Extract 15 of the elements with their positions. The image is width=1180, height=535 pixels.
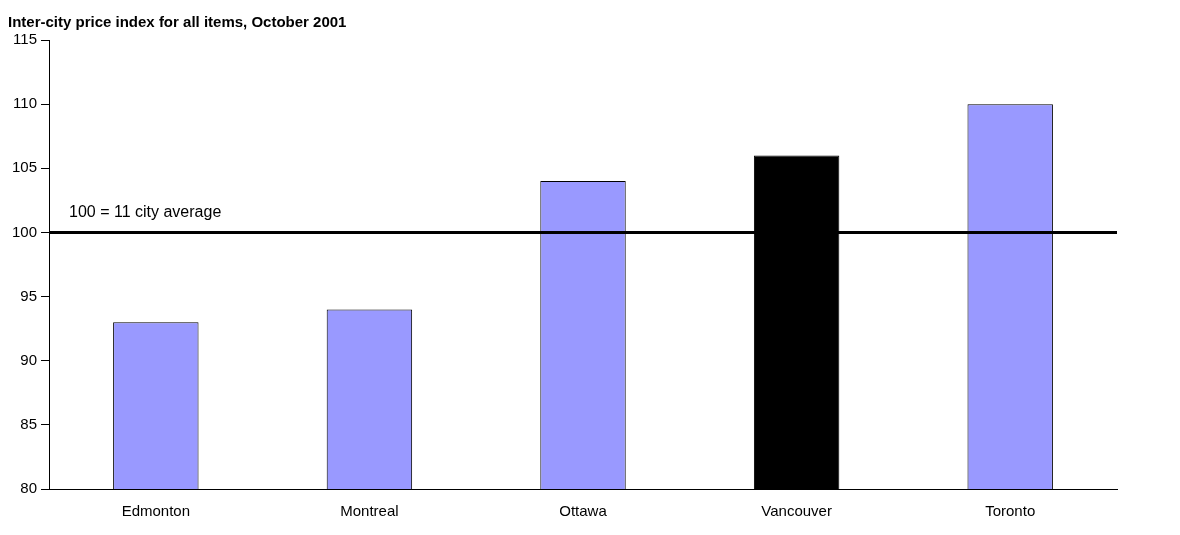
y-tick-label: 110 <box>13 94 38 112</box>
chart-title: Inter-city price index for all items, October 2001 <box>8 13 347 31</box>
y-tick-label: 80 <box>20 479 38 497</box>
x-tick-label: Ottawa <box>559 502 608 520</box>
x-tick-label: Montreal <box>340 502 399 520</box>
y-tick-label: 85 <box>20 415 38 432</box>
x-tick-label: Toronto <box>985 502 1036 520</box>
ref-line-label: 100 = 11 city average <box>69 202 222 220</box>
y-tick-label: 90 <box>20 350 38 368</box>
x-tick-label: Vancouver <box>761 502 832 520</box>
y-tick-label: 105 <box>12 158 38 176</box>
x-tick-label: Edmonton <box>121 502 191 520</box>
y-tick-label: 100 <box>12 222 38 240</box>
y-tick-label: 95 <box>20 286 38 304</box>
y-tick-label: 115 <box>13 30 38 48</box>
